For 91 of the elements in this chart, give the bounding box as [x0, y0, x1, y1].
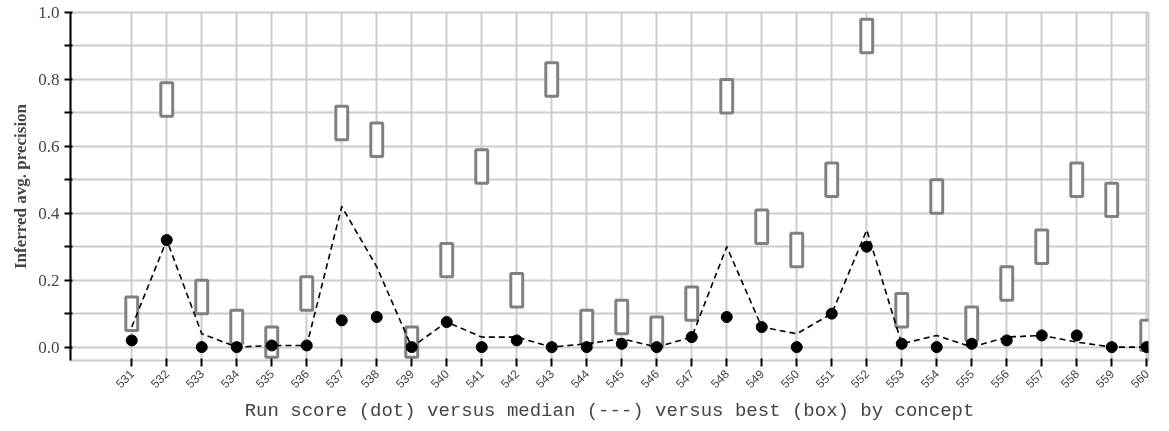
point: [335, 314, 348, 327]
point: [615, 337, 628, 350]
bar: [929, 178, 945, 215]
x-tick-label: 544: [568, 366, 593, 391]
x-tick-label: 554: [918, 366, 943, 391]
x-tick-label: 537: [323, 366, 348, 391]
point: [685, 331, 698, 344]
x-tick-label: 535: [253, 366, 278, 391]
point: [510, 334, 523, 347]
x-tick-label: 538: [358, 366, 383, 391]
x-tick-label: 551: [813, 366, 838, 391]
point: [300, 339, 313, 352]
bar: [579, 308, 595, 346]
bar: [334, 104, 350, 142]
y-tick-label: 0.6: [38, 136, 60, 156]
x-tick-label: 534: [218, 366, 243, 391]
point: [475, 341, 488, 354]
x-tick-label: 553: [883, 366, 908, 391]
point: [825, 307, 838, 320]
point: [125, 334, 138, 347]
point: [1070, 329, 1083, 342]
bar: [1034, 228, 1050, 265]
x-tick-label: 552: [848, 366, 873, 391]
x-tick-label: 550: [778, 366, 803, 391]
point: [895, 337, 908, 350]
point: [755, 321, 768, 334]
x-tick-label: 542: [498, 366, 523, 391]
point: [1035, 329, 1048, 342]
bar: [859, 17, 875, 55]
y-tick-label: 0.4: [38, 203, 60, 223]
x-tick-label: 548: [708, 366, 733, 391]
y-tick-label: 1.0: [38, 3, 60, 22]
x-tick-label: 541: [463, 366, 488, 391]
x-tick-label: 531: [113, 366, 138, 391]
point: [440, 316, 453, 329]
x-axis-title: Run score (dot) versus median (---) versus best (box) by concept: [244, 400, 975, 423]
x-tick-label: 556: [988, 366, 1013, 391]
point: [370, 311, 383, 323]
bar: [684, 285, 700, 322]
bar: [754, 208, 770, 245]
point: [160, 234, 173, 247]
point: [650, 341, 663, 354]
bar: [509, 272, 525, 309]
x-tick-label: 560: [1128, 366, 1153, 391]
y-tick-label: 0.0: [38, 337, 60, 357]
bar: [159, 81, 175, 118]
bar: [719, 77, 735, 115]
x-tick-label: 540: [428, 366, 453, 391]
x-tick-label: 549: [743, 366, 768, 391]
bar: [369, 121, 385, 158]
bar: [194, 278, 210, 316]
y-axis-title: Inferred avg. precision: [11, 103, 31, 270]
point: [580, 341, 593, 354]
x-tick-label: 547: [673, 366, 698, 391]
point: [965, 337, 978, 350]
x-tick-label: 545: [603, 366, 628, 391]
point: [720, 311, 733, 323]
bar: [1104, 181, 1120, 219]
bar: [544, 61, 560, 98]
bar: [824, 161, 840, 199]
x-tick-label: 558: [1058, 366, 1083, 391]
point: [1105, 341, 1118, 354]
bar: [124, 295, 140, 332]
bar: [789, 231, 805, 269]
point: [195, 341, 208, 354]
x-tick-label: 555: [953, 366, 978, 391]
x-tick-label: 539: [393, 366, 418, 391]
point: [860, 240, 873, 253]
bar: [614, 298, 630, 336]
x-tick-label: 559: [1093, 366, 1118, 391]
bar: [894, 292, 910, 329]
point: [790, 341, 803, 354]
x-tick-label: 543: [533, 366, 558, 391]
x-tick-label: 533: [183, 366, 208, 391]
x-tick-label: 546: [638, 366, 663, 391]
bar: [439, 241, 455, 279]
bar: [999, 265, 1015, 302]
x-tick-label: 557: [1023, 366, 1048, 391]
point: [230, 341, 243, 354]
point: [930, 341, 943, 354]
bar: [299, 275, 315, 312]
bar: [229, 308, 245, 346]
y-tick-label: 0.8: [38, 69, 60, 89]
point: [1000, 334, 1013, 347]
bar: [1069, 161, 1085, 199]
bar: [964, 305, 980, 342]
bar: [474, 148, 490, 185]
y-tick-label: 0.2: [38, 270, 60, 290]
x-tick-label: 532: [148, 366, 173, 391]
x-tick-label: 536: [288, 366, 313, 391]
point: [545, 341, 558, 354]
